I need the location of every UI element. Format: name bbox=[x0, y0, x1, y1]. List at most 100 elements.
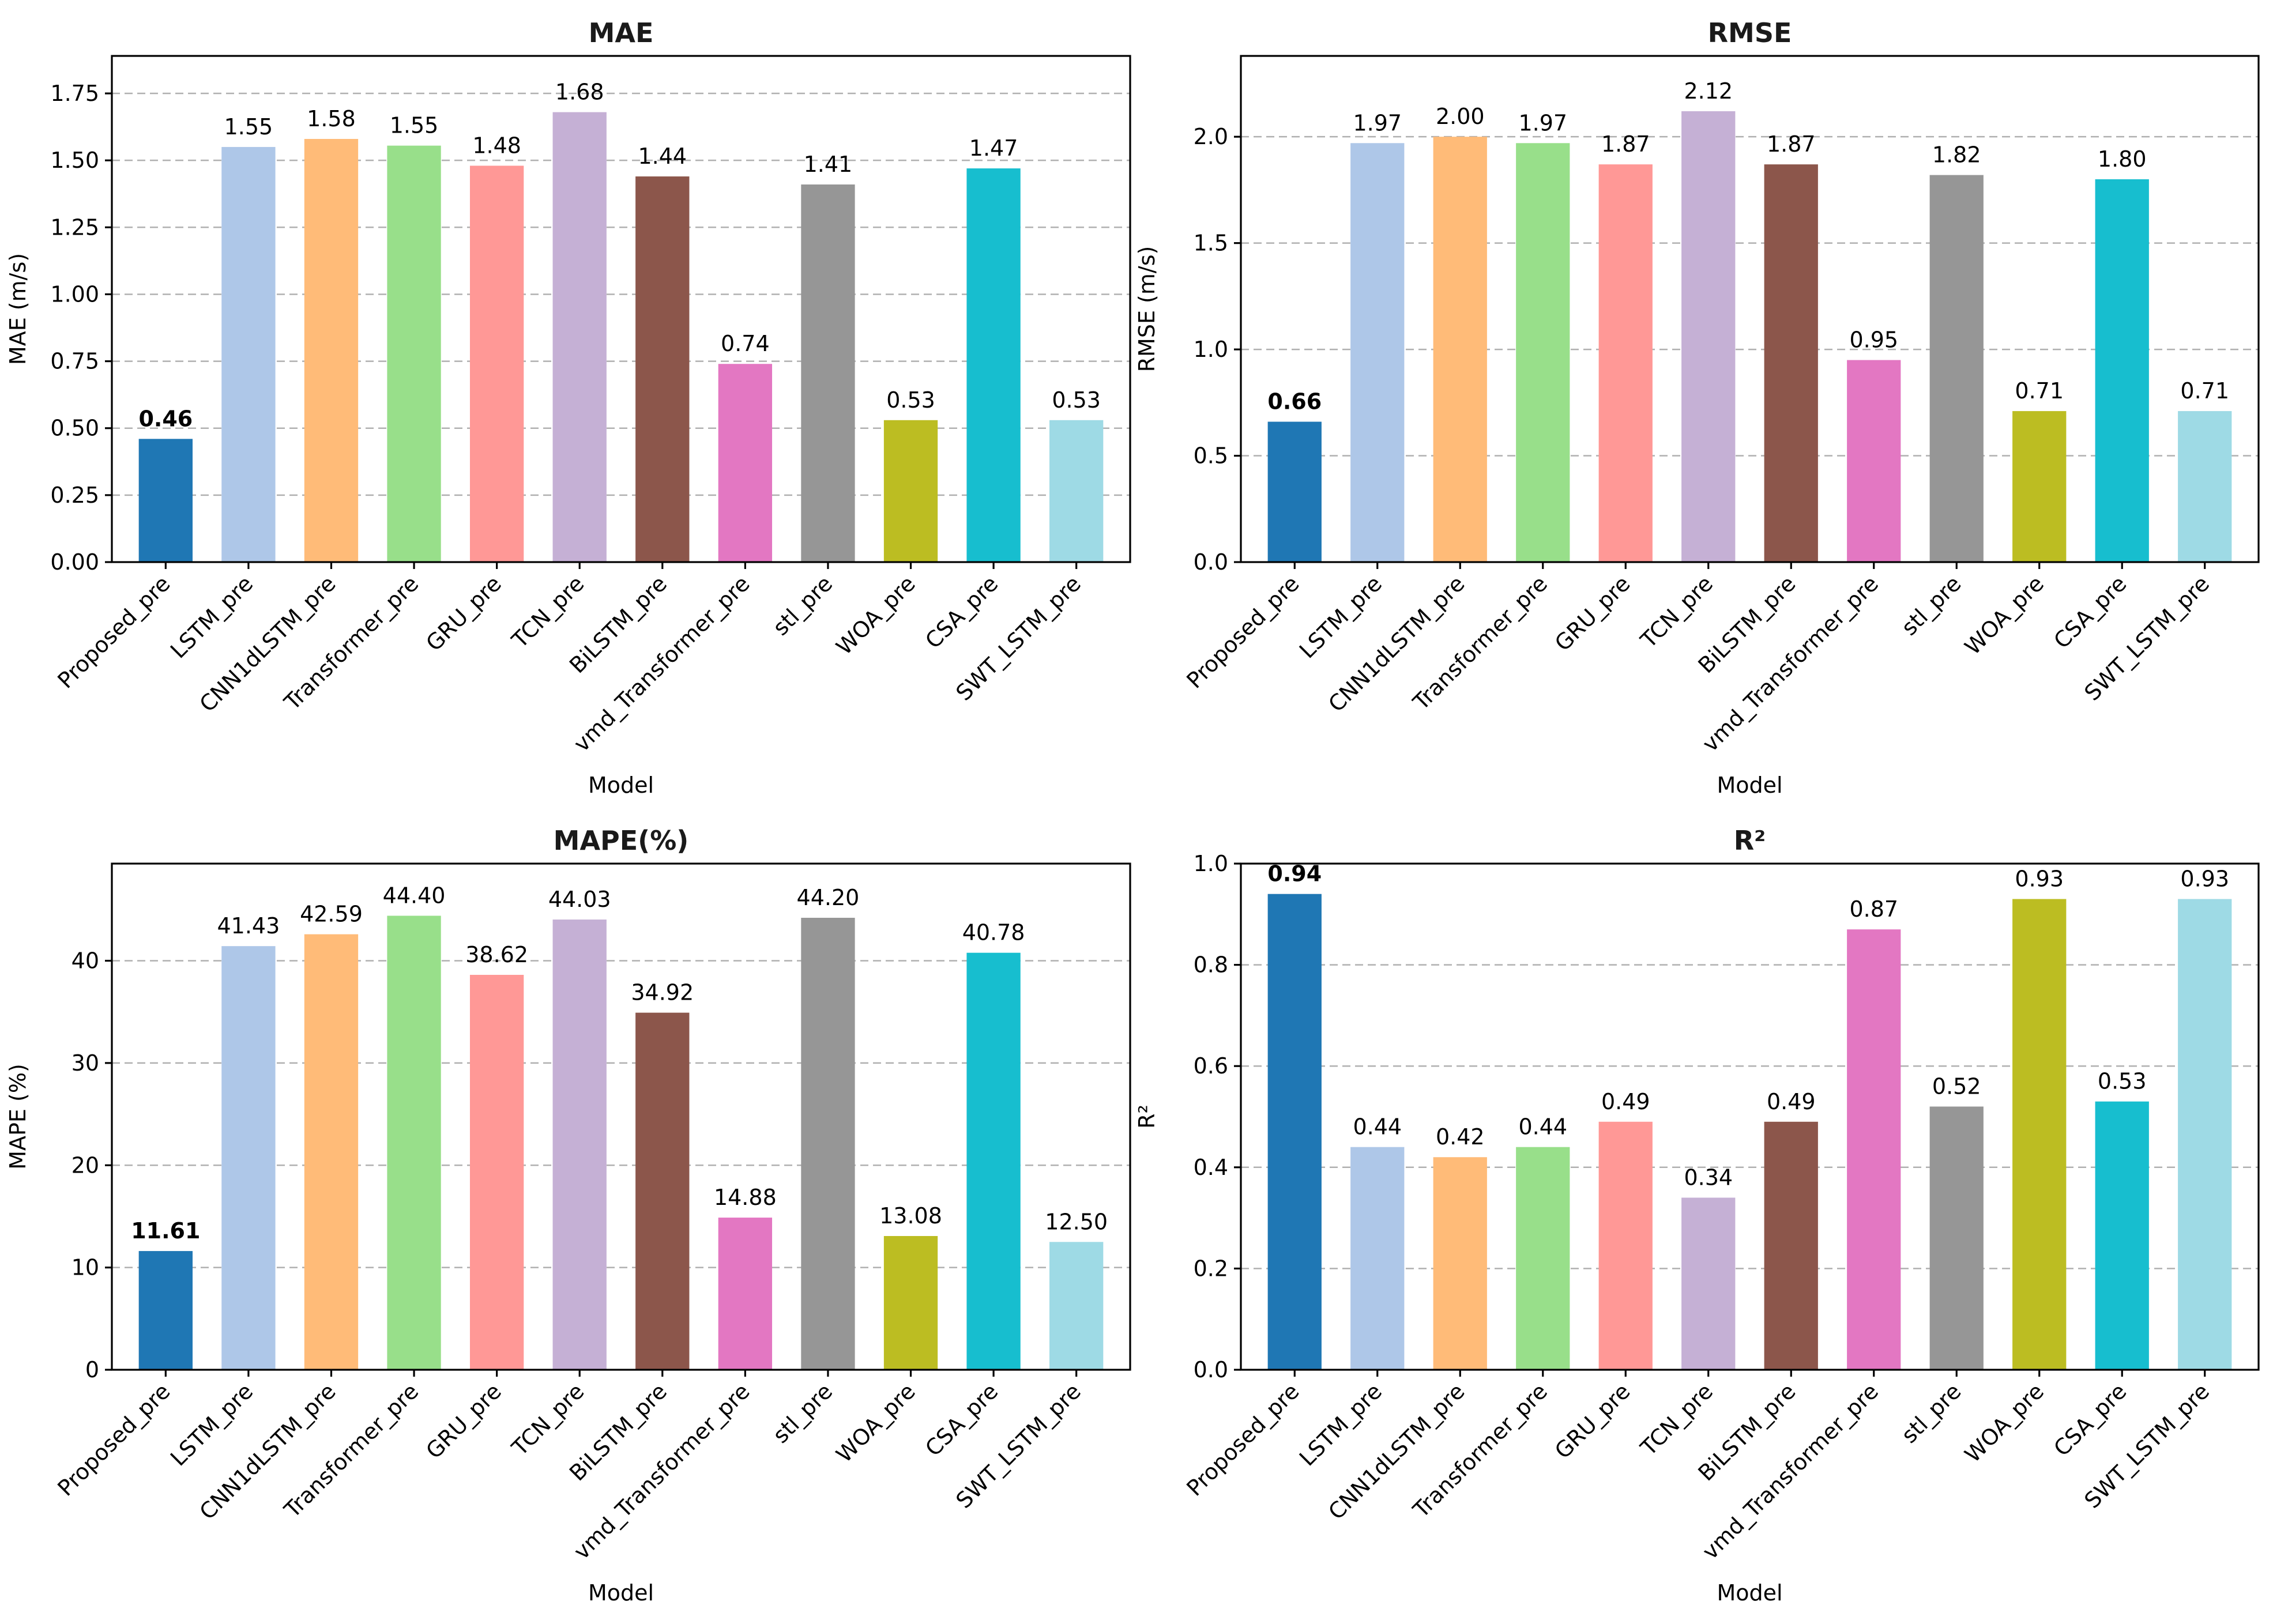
y-tick-label: 1.25 bbox=[50, 214, 99, 240]
value-label-vmd_Transformer_pre: 0.95 bbox=[1849, 327, 1898, 353]
x-axis-label: Model bbox=[1717, 1580, 1782, 1606]
bar-SWT_LSTM_pre bbox=[2178, 411, 2232, 562]
value-label-BiLSTM_pre: 0.49 bbox=[1767, 1089, 1816, 1114]
x-tick-label-Proposed_pre: Proposed_pre bbox=[1181, 1378, 1304, 1501]
chart-title: RMSE bbox=[1708, 17, 1792, 48]
value-label-stl_pre: 1.41 bbox=[804, 152, 853, 177]
bar-GRU_pre bbox=[469, 165, 524, 563]
y-tick-label: 1.0 bbox=[1194, 851, 1228, 876]
y-tick-label: 0.0 bbox=[1194, 1357, 1228, 1382]
value-label-stl_pre: 0.52 bbox=[1932, 1073, 1981, 1099]
value-label-GRU_pre: 1.87 bbox=[1601, 131, 1650, 157]
bar-GRU_pre bbox=[1598, 164, 1653, 563]
y-tick-label: 20 bbox=[71, 1152, 99, 1178]
bar-CNN1dLSTM_pre bbox=[1433, 137, 1487, 562]
bar-CNN1dLSTM_pre bbox=[304, 139, 359, 562]
bar-vmd_Transformer_pre bbox=[1847, 360, 1901, 562]
value-label-WOA_pre: 0.53 bbox=[886, 387, 935, 413]
value-label-WOA_pre: 0.71 bbox=[2015, 378, 2064, 404]
value-label-TCN_pre: 0.34 bbox=[1684, 1165, 1733, 1190]
bar-vmd_Transformer_pre bbox=[1847, 929, 1901, 1370]
chart-panel-2: 11.61 41.43 42.59 44.40 38.62 44.03 34.92 14.88… bbox=[5, 825, 1131, 1606]
y-tick-label: 0.8 bbox=[1194, 952, 1228, 978]
bar-LSTM_pre bbox=[221, 946, 276, 1370]
bar-Transformer_pre bbox=[1516, 1147, 1570, 1370]
value-label-vmd_Transformer_pre: 0.74 bbox=[721, 331, 770, 356]
chart-title: MAPE(%) bbox=[554, 825, 689, 856]
plot-frame bbox=[1240, 55, 2260, 563]
x-tick-label-CNN1dLSTM_pre: CNN1dLSTM_pre bbox=[195, 571, 341, 717]
plot-frame bbox=[111, 862, 1131, 1371]
x-tick-label-WOA_pre: WOA_pre bbox=[1960, 1378, 2049, 1467]
value-label-CSA_pre: 1.47 bbox=[969, 135, 1018, 161]
y-tick-label: 0.25 bbox=[50, 483, 99, 508]
y-tick-label: 0.75 bbox=[50, 349, 99, 374]
value-label-Proposed_pre: 0.94 bbox=[1267, 861, 1322, 887]
value-label-CNN1dLSTM_pre: 1.58 bbox=[307, 106, 356, 131]
bar-Proposed_pre bbox=[138, 1251, 193, 1370]
bar-WOA_pre bbox=[2012, 411, 2067, 562]
y-tick-label: 1.00 bbox=[50, 281, 99, 307]
value-label-GRU_pre: 38.62 bbox=[465, 942, 528, 967]
bar-TCN_pre bbox=[552, 112, 607, 563]
y-tick-label: 1.5 bbox=[1194, 231, 1228, 256]
value-label-Proposed_pre: 0.66 bbox=[1267, 389, 1322, 415]
x-axis-label: Model bbox=[1717, 773, 1782, 798]
bar-LSTM_pre bbox=[1350, 143, 1405, 563]
x-tick-label-TCN_pre: TCN_pre bbox=[507, 1378, 589, 1461]
value-label-LSTM_pre: 1.55 bbox=[224, 114, 273, 140]
bar-LSTM_pre bbox=[221, 146, 276, 562]
value-label-WOA_pre: 0.93 bbox=[2015, 866, 2064, 891]
bar-BiLSTM_pre bbox=[635, 176, 690, 562]
y-tick-label: 0.4 bbox=[1194, 1155, 1228, 1180]
x-tick-label-stl_pre: stl_pre bbox=[1896, 1378, 1966, 1448]
x-tick-label-stl_pre: stl_pre bbox=[768, 1378, 838, 1448]
bar-SWT_LSTM_pre bbox=[1049, 1242, 1104, 1370]
bar-Transformer_pre bbox=[387, 145, 441, 563]
chart-panel-1: 0.66 1.97 2.00 1.97 1.87 2.12 1.87 0.95 1.82 0.71… bbox=[1134, 17, 2260, 798]
x-tick-label-WOA_pre: WOA_pre bbox=[831, 1378, 920, 1467]
bar-TCN_pre bbox=[1681, 1197, 1736, 1370]
x-tick-label-GRU_pre: GRU_pre bbox=[421, 1378, 506, 1464]
bar-WOA_pre bbox=[2012, 899, 2067, 1370]
bar-stl_pre bbox=[1929, 1106, 1984, 1370]
plot-frame bbox=[111, 55, 1131, 563]
bar-BiLSTM_pre bbox=[1764, 164, 1818, 563]
bar-stl_pre bbox=[801, 918, 855, 1370]
y-tick-label: 0.5 bbox=[1194, 443, 1228, 469]
x-tick-label-Proposed_pre: Proposed_pre bbox=[52, 571, 175, 693]
y-tick-label: 1.50 bbox=[50, 148, 99, 173]
x-tick-label-CSA_pre: CSA_pre bbox=[2049, 1378, 2131, 1461]
value-label-LSTM_pre: 1.97 bbox=[1353, 110, 1402, 135]
value-label-GRU_pre: 0.49 bbox=[1601, 1089, 1650, 1114]
chart-title: R² bbox=[1734, 825, 1766, 856]
x-tick-label-TCN_pre: TCN_pre bbox=[1635, 571, 1718, 653]
bar-BiLSTM_pre bbox=[635, 1012, 690, 1370]
bar-SWT_LSTM_pre bbox=[2178, 899, 2232, 1370]
bar-WOA_pre bbox=[883, 1235, 938, 1370]
x-tick-label-CSA_pre: CSA_pre bbox=[920, 571, 1003, 653]
value-label-BiLSTM_pre: 1.44 bbox=[638, 144, 687, 169]
x-tick-label-WOA_pre: WOA_pre bbox=[1960, 571, 2049, 660]
bar-TCN_pre bbox=[1681, 111, 1736, 563]
y-tick-label: 2.0 bbox=[1194, 124, 1228, 149]
bar-CSA_pre bbox=[2095, 1101, 2149, 1370]
x-tick-label-CNN1dLSTM_pre: CNN1dLSTM_pre bbox=[195, 1378, 341, 1524]
y-tick-label: 0.6 bbox=[1194, 1053, 1228, 1079]
value-label-vmd_Transformer_pre: 14.88 bbox=[714, 1185, 777, 1210]
chart-panel-3: 0.94 0.44 0.42 0.44 0.49 0.34 0.49 0.87 0.52 0.93… bbox=[1134, 825, 2260, 1606]
bar-stl_pre bbox=[801, 184, 855, 562]
bar-CSA_pre bbox=[966, 168, 1021, 563]
y-tick-label: 0.0 bbox=[1194, 549, 1228, 575]
value-label-LSTM_pre: 0.44 bbox=[1353, 1114, 1402, 1140]
x-tick-label-CSA_pre: CSA_pre bbox=[920, 1378, 1003, 1461]
bar-stl_pre bbox=[1929, 175, 1984, 562]
y-tick-label: 1.75 bbox=[50, 81, 99, 106]
value-label-SWT_LSTM_pre: 0.93 bbox=[2180, 866, 2229, 891]
bar-WOA_pre bbox=[883, 420, 938, 562]
value-label-BiLSTM_pre: 34.92 bbox=[631, 980, 694, 1005]
x-tick-label-TCN_pre: TCN_pre bbox=[507, 571, 589, 653]
y-tick-label: 0.2 bbox=[1194, 1256, 1228, 1281]
y-axis-label: MAE (m/s) bbox=[5, 253, 31, 365]
